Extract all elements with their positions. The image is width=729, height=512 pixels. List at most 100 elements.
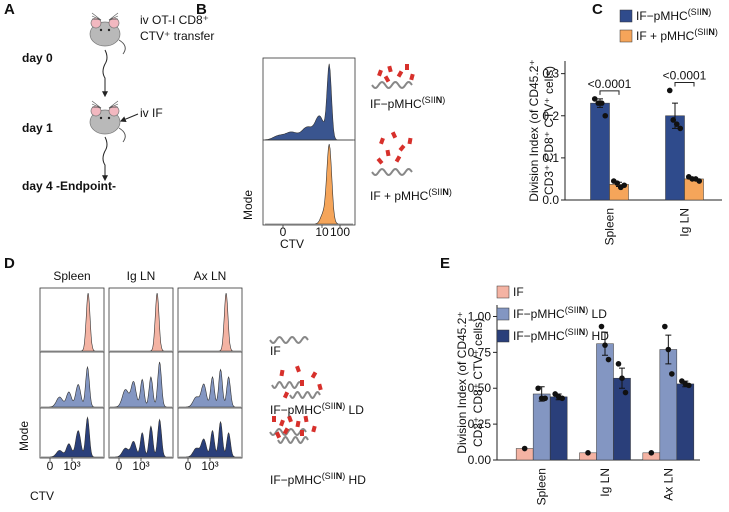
panel-label: C — [592, 1, 603, 18]
mouse-eye — [99, 28, 103, 32]
data-point — [622, 389, 629, 396]
histogram — [265, 143, 353, 225]
panel-label: D — [4, 255, 15, 272]
histogram — [110, 361, 172, 408]
histogram — [41, 365, 103, 408]
bar — [549, 396, 568, 461]
row-label: IF−pMHC(SIIN) LD — [270, 401, 364, 417]
data-point — [615, 361, 622, 367]
pmhc-icon — [385, 149, 391, 157]
x-tick-label: 0 — [116, 459, 123, 473]
legend-label: IF — [513, 285, 524, 299]
pmhc-icon — [317, 383, 323, 391]
histogram-frame — [262, 57, 356, 226]
y-axis-label: CD3⁺ CD8⁺ CTV⁺ cells) — [471, 318, 485, 447]
pmhc-icon — [405, 64, 409, 70]
pmhc-icon — [300, 430, 304, 436]
y-axis-label: Mode — [17, 421, 31, 451]
pmhc-icon — [300, 380, 304, 386]
data-point — [619, 375, 625, 381]
pmhc-icon — [310, 371, 318, 379]
pmhc-icon — [407, 137, 413, 145]
y-tick-label: 0.00 — [468, 453, 492, 467]
y-tick-label: 0.0 — [542, 193, 559, 207]
data-point — [686, 382, 692, 389]
data-point — [535, 385, 541, 392]
significance-bracket — [599, 90, 620, 95]
data-point — [591, 96, 598, 102]
whisker — [91, 18, 102, 21]
y-axis-label: Division Index (of CD45.2⁺ — [527, 59, 541, 201]
column-title: Spleen — [53, 269, 90, 283]
legend-swatch — [496, 329, 510, 343]
x-tick-label: 10 — [315, 225, 329, 239]
pmhc-icon — [396, 70, 404, 78]
legend-label: IF−pMHC(SIIN) LD — [513, 305, 607, 321]
polymer-strand — [371, 167, 413, 177]
pmhc-icon — [295, 420, 301, 428]
data-point — [598, 323, 605, 330]
y-axis-label: CD3⁺ CD8⁺ CTV⁺ cells) — [542, 66, 556, 195]
pmhc-icon — [394, 155, 402, 163]
data-point — [521, 445, 528, 452]
whisker — [91, 100, 102, 109]
p-value: <0.0001 — [588, 77, 632, 91]
polymer-strand — [289, 390, 321, 400]
whisker — [108, 103, 119, 109]
bar — [613, 377, 631, 461]
data-point — [665, 346, 672, 353]
x-axis-label: CTV — [30, 489, 54, 503]
data-point — [602, 342, 608, 348]
arrow — [102, 49, 108, 98]
histogram-frame — [39, 287, 105, 459]
histogram — [110, 292, 172, 352]
x-tick-label: 10³ — [132, 459, 149, 473]
y-tick-label: 0.50 — [468, 381, 492, 395]
polymer-strand — [277, 435, 309, 445]
whisker — [91, 103, 102, 109]
mouse-tail — [118, 39, 126, 55]
pmhc-icon — [295, 365, 301, 373]
pmhc-icon — [376, 157, 384, 165]
pmhc-icon — [383, 75, 391, 83]
y-tick-label: 0.25 — [468, 417, 492, 431]
pmhc-icon — [282, 427, 290, 435]
legend-label: IF + pMHC(SIIN) — [636, 27, 718, 43]
data-point — [669, 371, 675, 377]
x-tick-label: 100 — [330, 225, 350, 239]
mouse-eye — [107, 116, 111, 120]
row-label: IF−pMHC(SIIN) — [370, 95, 445, 111]
whisker — [108, 106, 119, 109]
whisker — [91, 106, 102, 109]
polymer-strand — [271, 380, 303, 390]
pmhc-icon — [279, 369, 285, 377]
mouse-eye — [107, 28, 111, 32]
legend-label: IF−pMHC(SIIN) — [636, 7, 711, 23]
histogram-frame — [177, 287, 243, 459]
x-tick-label: 0 — [185, 459, 192, 473]
x-tick-label: Spleen — [535, 468, 549, 505]
data-point — [605, 356, 612, 363]
bar — [659, 349, 678, 461]
pmhc-icon — [272, 416, 276, 422]
column-title: Ig LN — [127, 269, 156, 283]
x-tick-label: Ig LN — [598, 468, 612, 497]
data-point — [598, 100, 605, 106]
x-tick-label: 0 — [280, 225, 287, 239]
whisker — [91, 12, 102, 21]
whisker — [108, 18, 119, 21]
mouse-tail — [118, 127, 126, 143]
histogram-frame — [108, 287, 174, 459]
day-label: day 4 -Endpoint- — [22, 179, 116, 193]
x-tick-label: Ig LN — [678, 208, 692, 237]
data-point — [585, 450, 591, 456]
significance-bracket — [674, 81, 695, 87]
day-label: day 0 — [22, 51, 53, 65]
data-point — [696, 178, 703, 184]
histogram — [41, 416, 103, 458]
data-point — [662, 323, 668, 330]
row-label: IF−pMHC(SIIN) HD — [270, 471, 366, 487]
step-note: CTV⁺ transfer — [140, 29, 214, 43]
data-point — [602, 112, 609, 119]
step-note: iv OT-I CD8⁺ — [140, 13, 209, 27]
